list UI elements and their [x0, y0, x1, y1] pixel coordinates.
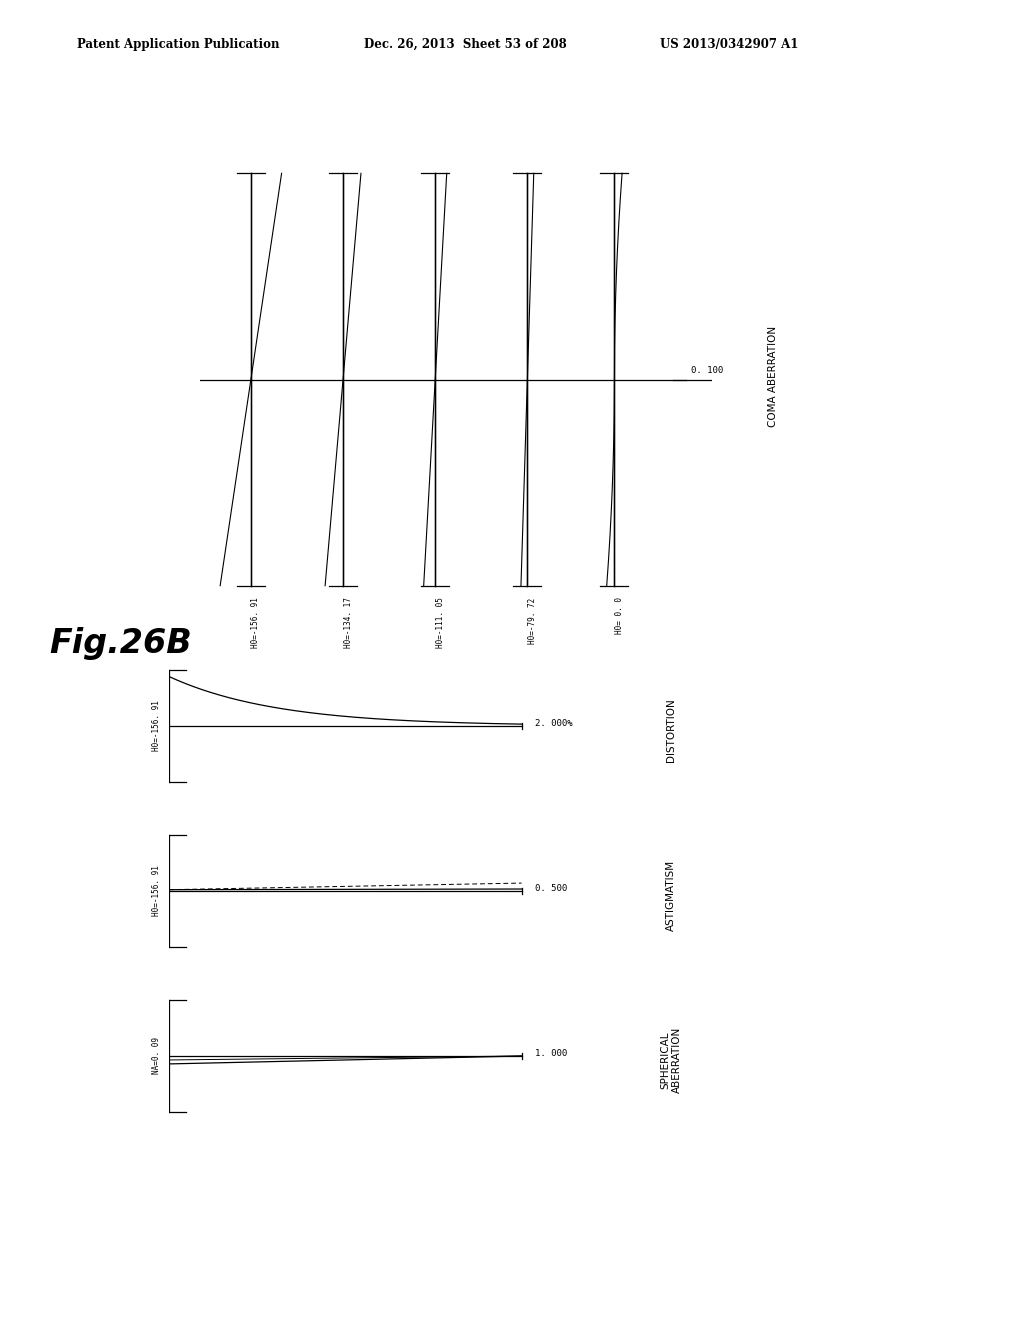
Text: Dec. 26, 2013  Sheet 53 of 208: Dec. 26, 2013 Sheet 53 of 208 [364, 37, 566, 50]
Text: H0=-156. 91: H0=-156. 91 [152, 701, 161, 751]
Text: ASTIGMATISM: ASTIGMATISM [666, 859, 676, 931]
Text: Fig.26B: Fig.26B [49, 627, 191, 660]
Text: DISTORTION: DISTORTION [666, 698, 676, 762]
Text: H0=-156. 91: H0=-156. 91 [252, 598, 260, 648]
Text: NA=0. 09: NA=0. 09 [152, 1038, 161, 1074]
Text: H0=-134. 17: H0=-134. 17 [344, 598, 352, 648]
Text: US 2013/0342907 A1: US 2013/0342907 A1 [660, 37, 799, 50]
Text: H0=-79. 72: H0=-79. 72 [528, 598, 537, 644]
Text: 1. 000: 1. 000 [535, 1049, 566, 1057]
Text: H0= 0. 0: H0= 0. 0 [615, 598, 624, 635]
Text: H0=-111. 05: H0=-111. 05 [436, 598, 444, 648]
Text: H0=-156. 91: H0=-156. 91 [152, 866, 161, 916]
Text: Patent Application Publication: Patent Application Publication [77, 37, 280, 50]
Text: 0. 100: 0. 100 [691, 366, 723, 375]
Text: SPHERICAL
ABERRATION: SPHERICAL ABERRATION [659, 1027, 682, 1093]
Text: COMA ABERRATION: COMA ABERRATION [768, 326, 778, 426]
Text: 0. 500: 0. 500 [535, 884, 566, 892]
Text: 2. 000%: 2. 000% [535, 719, 572, 727]
